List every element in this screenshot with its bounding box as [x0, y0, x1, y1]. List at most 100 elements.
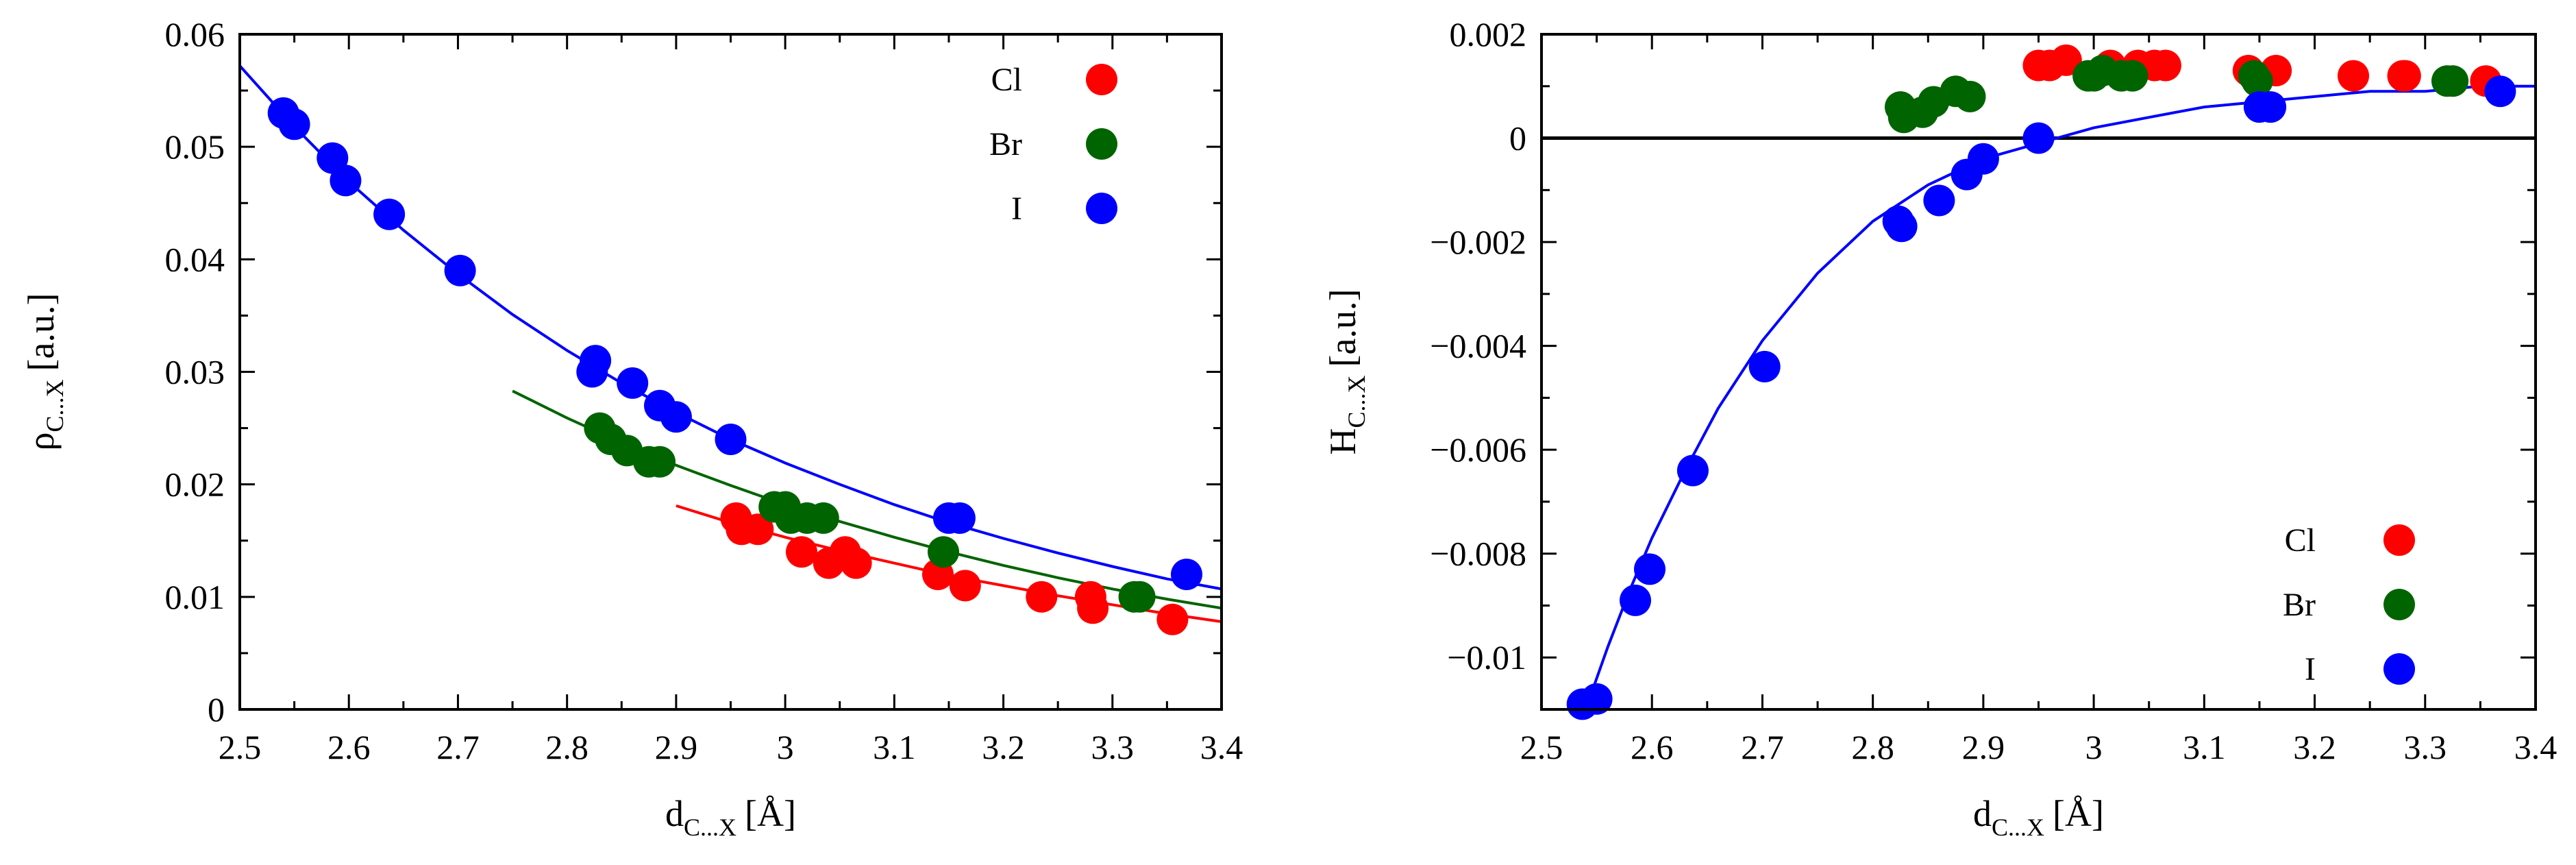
- chart-0-xtick-label: 3.1: [873, 728, 916, 766]
- chart-0-xtick-label: 2.5: [219, 728, 262, 766]
- chart-0-point-br: [1124, 581, 1156, 613]
- chart-1-legend-marker-i: [2383, 653, 2415, 685]
- chart-0-point-i: [330, 165, 362, 197]
- chart-0-point-i: [580, 345, 612, 377]
- chart-1-point-i: [1634, 553, 1665, 585]
- chart-1-point-i: [1676, 454, 1709, 487]
- chart-1-point-cl: [2149, 49, 2181, 82]
- chart-1-xtick-label: 3: [2085, 728, 2103, 766]
- chart-1-point-br: [2437, 65, 2469, 97]
- chart-0-legend-label-br: Br: [989, 126, 1022, 162]
- chart-1-ylabel-unit: [a.u.]: [1322, 289, 1363, 367]
- chart-1-point-cl: [2338, 60, 2369, 92]
- chart-0-point-cl: [1026, 581, 1058, 613]
- chart-0-legend-marker-cl: [1086, 64, 1117, 95]
- chart-0-point-i: [943, 502, 976, 534]
- chart-0-point-cl: [949, 570, 981, 602]
- chart-0-ylabel: ρC...X [a.u.]: [21, 293, 69, 451]
- chart-1-xtick-label: 2.6: [1631, 728, 1674, 766]
- chart-0-point-i: [617, 367, 649, 399]
- chart-1-xtick-label: 3.2: [2293, 728, 2336, 766]
- chart-0-ylabel-sub: C...X: [41, 379, 69, 432]
- chart-1-point-i: [2022, 122, 2055, 154]
- chart-1-point-i: [2484, 75, 2516, 108]
- chart-1-xlabel-sub: C...X: [1992, 814, 2044, 841]
- chart-1-point-i: [1748, 350, 1781, 382]
- chart-0-point-i: [715, 424, 747, 455]
- chart-0-ytick-label: 0.04: [165, 240, 225, 278]
- chart-1-xtick-label: 3.4: [2514, 728, 2558, 766]
- chart-0-xlabel-main: d: [665, 793, 684, 834]
- chart-1-legend-marker-cl: [2383, 524, 2415, 556]
- chart-0-point-cl: [786, 536, 817, 568]
- chart-1-point-i: [1967, 143, 1999, 175]
- chart-1-ytick-label: −0.002: [1430, 223, 1526, 261]
- chart-1-ytick-label: 0.002: [1450, 15, 1527, 53]
- chart-1-xlabel: dC...X [Å]: [1973, 793, 2104, 841]
- chart-0-frame: [238, 33, 1223, 711]
- chart-1-point-i: [1620, 584, 1651, 616]
- chart-0-legend-marker-i: [1086, 193, 1117, 224]
- chart-1-legend-label-br: Br: [2283, 587, 2316, 623]
- chart-0-ytick-label: 0.02: [165, 465, 225, 504]
- chart-1-ytick-label: −0.006: [1430, 430, 1526, 469]
- chart-1-point-br: [1954, 80, 1986, 112]
- chart-right-h: 2.5 2.6 2.7 2.8 2.9 3 3.1 3.2 3.3 3.4 −0.01 −0.008 −…: [1322, 15, 2557, 841]
- chart-1-ytick-label: −0.008: [1430, 535, 1526, 573]
- chart-0-point-i: [373, 198, 406, 230]
- chart-1-point-br: [2241, 65, 2273, 97]
- chart-0-point-cl: [742, 513, 774, 546]
- chart-0-point-i: [444, 254, 476, 287]
- chart-0-xtick-label: 3.2: [982, 728, 1025, 766]
- chart-1-point-br: [2116, 60, 2148, 92]
- chart-0-xtick-label: 3.4: [1200, 728, 1243, 766]
- chart-1-point-i: [1885, 210, 1918, 243]
- chart-left-rho: 2.5 2.6 2.7 2.8 2.9 3 3.1 3.2 3.3 3.4 0 0.01 0.02 0.0…: [21, 15, 1243, 841]
- chart-0-xlabel: dC...X [Å]: [665, 793, 796, 841]
- chart-0-ytick-label: 0.05: [165, 127, 225, 166]
- chart-0-xtick-label: 2.9: [655, 728, 698, 766]
- chart-0-ytick-label: 0.06: [165, 15, 225, 53]
- chart-1-point-cl: [2389, 60, 2421, 92]
- chart-1-ylabel-main: H: [1322, 428, 1363, 454]
- chart-0-ylabel-unit: [a.u.]: [21, 293, 62, 371]
- chart-0-ytick-label: 0.01: [165, 578, 225, 616]
- chart-1-point-cl: [2050, 44, 2082, 76]
- chart-1-legend-label-i: I: [2305, 651, 2316, 687]
- chart-1-legend-label-cl: Cl: [2285, 522, 2316, 559]
- chart-0-ylabel-main: ρ: [21, 432, 62, 451]
- chart-0-point-i: [660, 401, 692, 433]
- chart-1-xlabel-unit: [Å]: [2053, 793, 2104, 834]
- chart-0-xlabel-sub: C...X: [684, 814, 736, 841]
- chart-1-xtick-label: 2.9: [1962, 728, 2005, 766]
- chart-0-point-cl: [1156, 603, 1189, 635]
- chart-1-point-i: [1581, 683, 1613, 715]
- chart-1-point-i: [2255, 91, 2287, 123]
- chart-1-xtick-label: 2.5: [1520, 728, 1563, 766]
- chart-1-xtick-label: 3.1: [2183, 728, 2226, 766]
- chart-1-xlabel-main: d: [1973, 793, 1992, 834]
- chart-0-ytick-label: 0.03: [165, 353, 225, 391]
- chart-1-ytick-label: −0.01: [1447, 638, 1526, 677]
- chart-1-ylabel-sub: C...X: [1343, 375, 1370, 428]
- chart-0-xtick-label: 2.8: [545, 728, 589, 766]
- chart-0-point-i: [1171, 559, 1202, 590]
- chart-1-ylabel: HC...X [a.u.]: [1322, 289, 1370, 455]
- chart-1-point-i: [1923, 184, 1955, 217]
- chart-0-legend-label-cl: Cl: [991, 62, 1022, 98]
- chart-1-xtick-label: 3.3: [2404, 728, 2447, 766]
- chart-0-point-br: [928, 536, 959, 568]
- chart-1-xtick-label: 2.7: [1741, 728, 1784, 766]
- chart-0-point-cl: [840, 547, 872, 579]
- chart-0-ytick-label: 0: [208, 690, 225, 729]
- chart-0-xtick-label: 3: [777, 728, 794, 766]
- chart-0-point-br: [644, 446, 676, 478]
- chart-1-ytick-label: 0: [1509, 119, 1526, 158]
- chart-0-fit-br: [512, 389, 1222, 610]
- chart-0-xtick-label: 3.3: [1091, 728, 1135, 766]
- chart-0-legend-label-i: I: [1011, 191, 1022, 227]
- chart-0-xtick-label: 2.7: [436, 728, 480, 766]
- chart-0-point-cl: [1077, 592, 1109, 624]
- chart-1-legend-marker-br: [2383, 589, 2415, 620]
